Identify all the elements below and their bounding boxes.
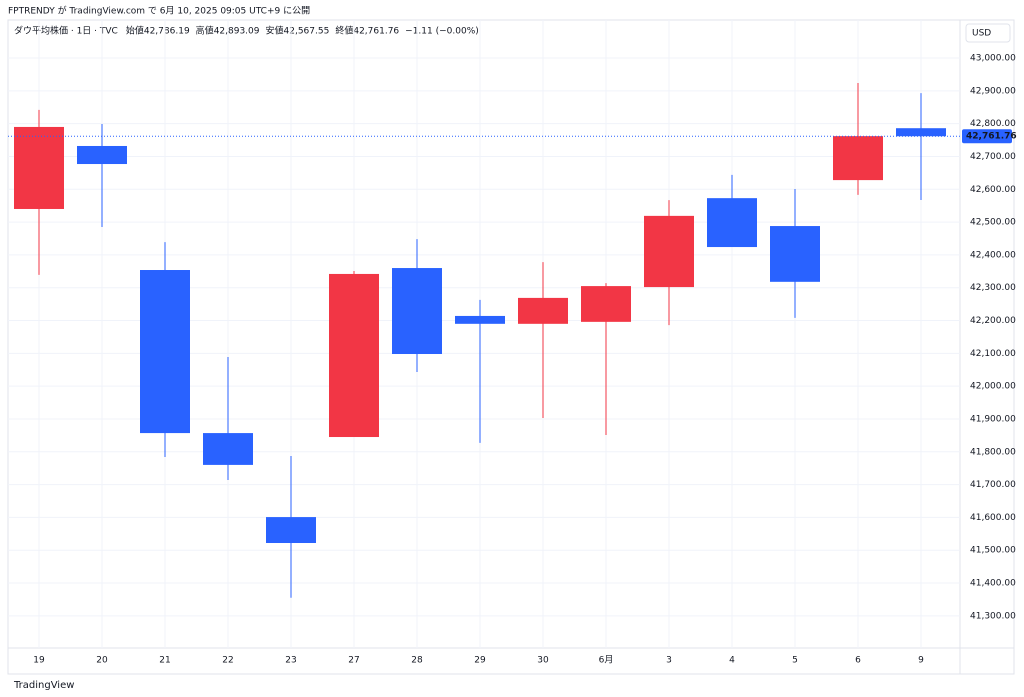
candle-body [707, 198, 757, 248]
legend-title: ダウ平均株価 · 1日 · TVC [14, 25, 118, 37]
y-tick-label: 42,300.00 [970, 283, 1016, 293]
candle-body [14, 126, 64, 209]
candle-body [896, 128, 946, 137]
x-tick-label: 6 [855, 656, 861, 666]
x-tick-label: 20 [96, 656, 108, 666]
candle-body [392, 268, 442, 355]
y-tick-label: 42,000.00 [970, 382, 1016, 392]
legend-label: 始値 [126, 25, 144, 37]
legend-label: 安値 [266, 25, 284, 37]
y-tick-label: 41,500.00 [970, 546, 1016, 556]
x-tick-label: 6月 [599, 655, 614, 666]
brand: TradingView [13, 680, 74, 691]
candle-body [770, 226, 820, 282]
x-tick-label: 3 [666, 656, 672, 666]
y-tick-label: 42,400.00 [970, 250, 1016, 260]
y-tick-label: 42,900.00 [970, 86, 1016, 96]
x-tick-label: 19 [33, 656, 45, 666]
currency[interactable]: USD [972, 29, 991, 39]
candle-body [518, 297, 568, 324]
y-tick-label: 42,800.00 [970, 119, 1016, 129]
y-tick-label: 42,600.00 [970, 185, 1016, 195]
candle-body [140, 270, 190, 434]
x-tick-label: 21 [159, 656, 170, 666]
candle-body [833, 136, 883, 181]
candle-body [329, 273, 379, 438]
x-tick-label: 23 [285, 656, 296, 666]
y-tick-label: 42,100.00 [970, 349, 1016, 359]
last-price-box [962, 129, 1012, 144]
candle-body [455, 315, 505, 324]
x-tick-label: 28 [411, 656, 423, 666]
legend-change: −1.11 (−0.00%) [405, 27, 479, 37]
x-tick-label: 27 [348, 656, 359, 666]
x-tick-label: 5 [792, 656, 798, 666]
y-tick-label: 41,900.00 [970, 414, 1016, 424]
candle-body [77, 145, 127, 165]
legend-value: 42,761.76 [353, 27, 399, 37]
y-tick-label: 41,400.00 [970, 579, 1016, 589]
y-tick-label: 41,600.00 [970, 513, 1016, 523]
y-tick-label: 41,300.00 [970, 611, 1016, 621]
y-tick-label: 41,800.00 [970, 447, 1016, 457]
candle-body [266, 517, 316, 544]
publisher: FPTRENDY が TradingView.com で 6月 10, 2025… [8, 5, 310, 17]
x-tick-label: 30 [537, 656, 549, 666]
legend-value: 42,567.55 [284, 27, 330, 37]
x-tick-label: 29 [474, 656, 486, 666]
last-price-label: 42,761.76 [966, 132, 1017, 142]
candle-body [644, 215, 694, 288]
y-tick-label: 41,700.00 [970, 480, 1016, 490]
legend-label: 終値 [335, 25, 353, 37]
legend-label: 高値 [196, 25, 214, 37]
candle-body [203, 433, 253, 465]
y-tick-label: 43,000.00 [970, 54, 1016, 64]
x-tick-label: 9 [918, 656, 924, 666]
y-tick-label: 42,500.00 [970, 218, 1016, 228]
frame [7, 19, 1015, 675]
candle-body [581, 286, 631, 322]
legend-value: 42,786.19 [144, 27, 190, 37]
y-tick-label: 42,200.00 [970, 316, 1016, 326]
y-tick-label: 42,700.00 [970, 152, 1016, 162]
x-tick-label: 22 [222, 656, 233, 666]
legend-value: 42,893.09 [214, 27, 260, 37]
currency-box[interactable] [965, 23, 1011, 43]
x-tick-label: 4 [729, 656, 735, 666]
